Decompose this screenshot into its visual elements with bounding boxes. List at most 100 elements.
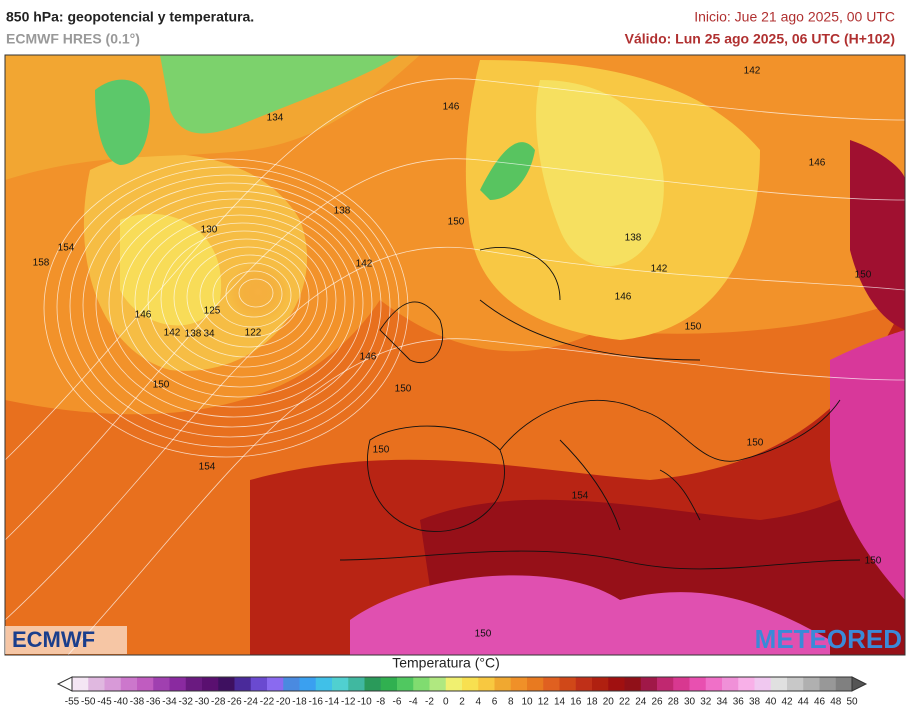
colorbar-tick-label: -32 bbox=[179, 697, 194, 708]
contour-label: 138 bbox=[334, 206, 351, 217]
colorbar-swatch bbox=[819, 677, 837, 691]
colorbar-swatch bbox=[608, 677, 625, 691]
colorbar-tick-label: -12 bbox=[341, 697, 356, 708]
colorbar-swatch bbox=[640, 677, 658, 691]
colorbar-tick-label: -20 bbox=[276, 697, 291, 708]
colorbar-tick-label: 20 bbox=[603, 697, 615, 708]
colorbar-tick-label: -36 bbox=[146, 697, 161, 708]
colorbar-tick-label: 34 bbox=[716, 697, 728, 708]
ecmwf-logo: ECMWF bbox=[12, 627, 95, 652]
legend-title: Temperatura (°C) bbox=[392, 655, 500, 671]
isohypses bbox=[5, 78, 905, 655]
colorbar-tick-label: -18 bbox=[292, 697, 307, 708]
colorbar-tick-label: -34 bbox=[162, 697, 177, 708]
colorbar-tick-label: 12 bbox=[538, 697, 550, 708]
colorbar-swatch bbox=[364, 677, 382, 691]
isohypse bbox=[67, 338, 905, 655]
colorbar-tick-label: 26 bbox=[651, 697, 663, 708]
colorbar-swatch bbox=[234, 677, 252, 691]
colorbar-tick-label: -28 bbox=[211, 697, 226, 708]
colorbar-tick-label: 46 bbox=[814, 697, 826, 708]
isohypse bbox=[95, 190, 373, 418]
colorbar-tick-label: 42 bbox=[781, 697, 793, 708]
colorbar-swatch bbox=[283, 677, 300, 691]
colorbar-tick-label: 44 bbox=[798, 697, 810, 708]
colorbar-tick-label: 24 bbox=[635, 697, 647, 708]
colorbar-swatch bbox=[494, 677, 512, 691]
colorbar-tick-label: 4 bbox=[475, 697, 481, 708]
contour-label: 125 bbox=[204, 306, 221, 317]
colorbar-frame bbox=[71, 676, 853, 692]
colorbar-tick-label: 28 bbox=[668, 697, 680, 708]
colorbar-tick-label: -26 bbox=[227, 697, 242, 708]
colorbar-swatch bbox=[397, 677, 414, 691]
isohypse bbox=[5, 78, 905, 461]
colorbar-swatch bbox=[510, 677, 528, 691]
contour-label: 142 bbox=[356, 259, 373, 270]
colorbar-swatch bbox=[754, 677, 772, 691]
isohypse bbox=[121, 206, 355, 398]
colorbar-swatch bbox=[348, 677, 365, 691]
colorbar-tick-label: -30 bbox=[195, 697, 210, 708]
contour-label: 150 bbox=[395, 384, 412, 395]
contour-label: 138 bbox=[625, 233, 642, 244]
model: ECMWF HRES (0.1°) bbox=[6, 31, 140, 47]
colorbar-swatch bbox=[543, 677, 560, 691]
colorbar-swatch bbox=[445, 677, 463, 691]
contour-label: 154 bbox=[58, 243, 75, 254]
init-time: Inicio: Jue 21 ago 2025, 00 UTC bbox=[694, 9, 895, 25]
colorbar-tick-label: -8 bbox=[376, 697, 385, 708]
map: 142 146 134 146 138 150 130 154 138 158 142 142 150 1… bbox=[5, 55, 905, 655]
contour-label: 146 bbox=[809, 158, 826, 169]
contour-label: 122 bbox=[245, 328, 262, 339]
colorbar-swatch bbox=[738, 677, 755, 691]
isohypse bbox=[82, 182, 382, 428]
contour-label: 150 bbox=[747, 438, 764, 449]
colorbar-tick-label: -10 bbox=[357, 697, 372, 708]
colorbar-swatch bbox=[202, 677, 219, 691]
colorbar-tick-label: -4 bbox=[409, 697, 418, 708]
colorbar-tick-label: 40 bbox=[765, 697, 777, 708]
contour-label: 150 bbox=[475, 629, 492, 640]
colorbar-swatch bbox=[835, 677, 853, 691]
contour-label: 130 bbox=[201, 225, 218, 236]
contour-label: 150 bbox=[373, 445, 390, 456]
contour-label: 138 bbox=[185, 329, 202, 340]
colorbar-tick-label: -38 bbox=[130, 697, 145, 708]
colorbar-swatch bbox=[185, 677, 203, 691]
colorbar-swatch bbox=[689, 677, 707, 691]
colorbar-min-arrow bbox=[56, 676, 73, 692]
colorbar-tick-label: 18 bbox=[586, 697, 598, 708]
colorbar-tick-label: 6 bbox=[492, 697, 498, 708]
isohypse bbox=[212, 262, 292, 328]
colorbar-swatch bbox=[592, 677, 609, 691]
colorbar-tick-label: 2 bbox=[459, 697, 465, 708]
isohypse bbox=[5, 158, 905, 541]
contour-label: 142 bbox=[651, 264, 668, 275]
isohypse bbox=[56, 166, 400, 448]
isohypse bbox=[134, 214, 346, 388]
contour-label: 142 bbox=[164, 328, 181, 339]
contour-label: 146 bbox=[135, 310, 152, 321]
colorbar-swatch bbox=[478, 677, 495, 691]
colorbar-swatch bbox=[72, 677, 89, 691]
colorbar-tick-label: -40 bbox=[114, 697, 129, 708]
isohypse bbox=[199, 254, 301, 338]
colorbar-tick-label: 30 bbox=[684, 697, 696, 708]
colorbar-swatch bbox=[624, 677, 642, 691]
contour-label: 154 bbox=[199, 462, 216, 473]
colorbar-tick-label: 10 bbox=[521, 697, 533, 708]
contour-label: 142 bbox=[744, 66, 761, 77]
colorbar-swatch bbox=[657, 677, 674, 691]
colorbar-tick-label: 38 bbox=[749, 697, 761, 708]
colorbar-swatch bbox=[120, 677, 138, 691]
isohypse bbox=[5, 246, 905, 621]
colorbar-swatch bbox=[315, 677, 333, 691]
contour-label: 150 bbox=[865, 556, 882, 567]
isohypse bbox=[147, 222, 337, 378]
colorbar-swatch bbox=[770, 677, 788, 691]
colorbar-swatch bbox=[462, 677, 479, 691]
colorbar-swatch bbox=[705, 677, 723, 691]
